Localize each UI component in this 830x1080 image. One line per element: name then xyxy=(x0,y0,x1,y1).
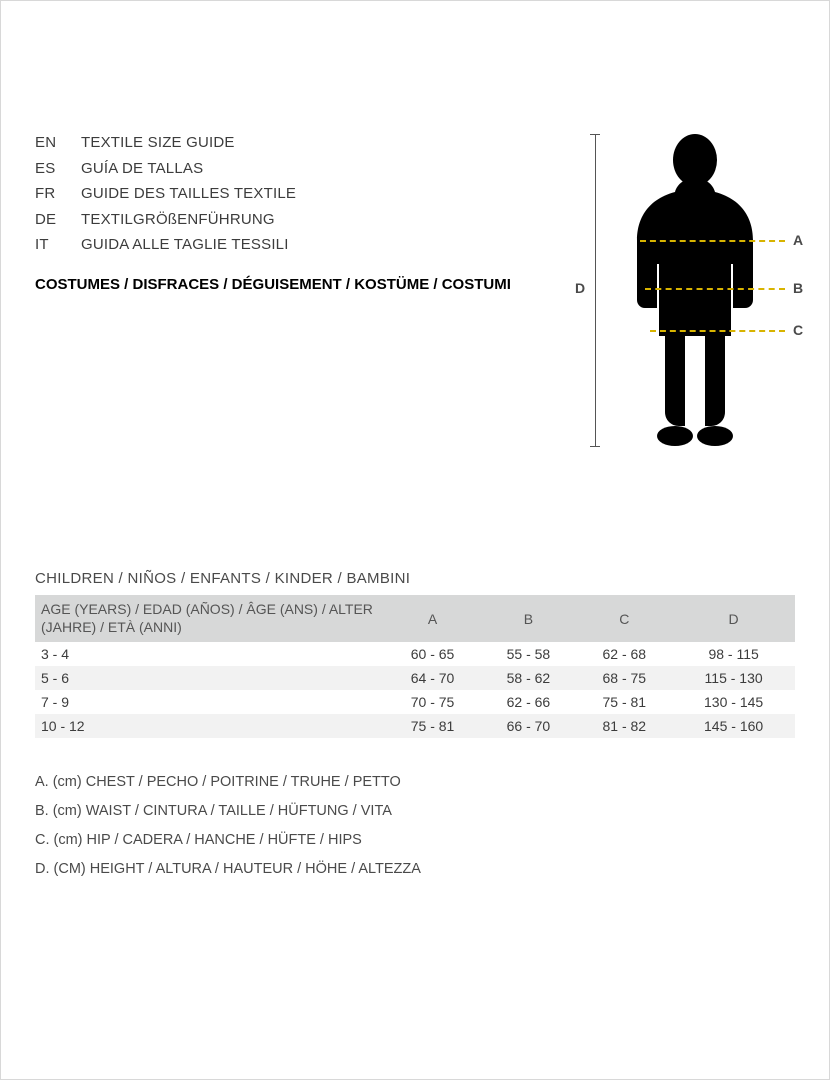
lang-label: TEXTILE SIZE GUIDE xyxy=(81,130,235,156)
lang-label: TEXTILGRÖßENFÜHRUNG xyxy=(81,207,275,233)
lang-row-fr: FR GUIDE DES TAILLES TEXTILE xyxy=(35,181,511,207)
cell-d: 115 - 130 xyxy=(672,666,795,690)
col-b: B xyxy=(480,595,576,642)
lang-row-es: ES GUÍA DE TALLAS xyxy=(35,156,511,182)
cell-b: 66 - 70 xyxy=(480,714,576,738)
size-table: AGE (YEARS) / EDAD (AÑOS) / ÂGE (ANS) / … xyxy=(35,595,795,738)
cell-age: 10 - 12 xyxy=(35,714,385,738)
legend-a: A. (cm) CHEST / PECHO / POITRINE / TRUHE… xyxy=(35,768,795,797)
cell-a: 64 - 70 xyxy=(385,666,481,690)
cell-b: 58 - 62 xyxy=(480,666,576,690)
lang-code: IT xyxy=(35,232,65,258)
measure-line-b xyxy=(645,288,785,290)
cell-c: 81 - 82 xyxy=(576,714,672,738)
legend-c: C. (cm) HIP / CADERA / HANCHE / HÜFTE / … xyxy=(35,826,795,855)
measure-line-a xyxy=(640,240,785,242)
cell-c: 68 - 75 xyxy=(576,666,672,690)
child-silhouette-icon xyxy=(615,130,775,450)
table-row: 5 - 6 64 - 70 58 - 62 68 - 75 115 - 130 xyxy=(35,666,795,690)
lang-code: FR xyxy=(35,181,65,207)
diagram-label-b: B xyxy=(793,280,803,296)
legend-d: D. (CM) HEIGHT / ALTURA / HAUTEUR / HÖHE… xyxy=(35,855,795,884)
diagram-label-a: A xyxy=(793,232,803,248)
height-line xyxy=(595,134,596,446)
legend-b: B. (cm) WAIST / CINTURA / TAILLE / HÜFTU… xyxy=(35,797,795,826)
language-titles: EN TEXTILE SIZE GUIDE ES GUÍA DE TALLAS … xyxy=(35,130,511,293)
cell-b: 55 - 58 xyxy=(480,642,576,666)
measurement-legend: A. (cm) CHEST / PECHO / POITRINE / TRUHE… xyxy=(35,768,795,884)
measurement-diagram: A B C D xyxy=(595,130,795,450)
cell-a: 75 - 81 xyxy=(385,714,481,738)
cell-d: 130 - 145 xyxy=(672,690,795,714)
cell-a: 60 - 65 xyxy=(385,642,481,666)
diagram-label-d: D xyxy=(575,280,585,296)
lang-code: EN xyxy=(35,130,65,156)
table-row: 3 - 4 60 - 65 55 - 58 62 - 68 98 - 115 xyxy=(35,642,795,666)
children-section-title: CHILDREN / NIÑOS / ENFANTS / KINDER / BA… xyxy=(35,570,795,587)
lang-code: ES xyxy=(35,156,65,182)
table-row: 7 - 9 70 - 75 62 - 66 75 - 81 130 - 145 xyxy=(35,690,795,714)
lang-row-it: IT GUIDA ALLE TAGLIE TESSILI xyxy=(35,232,511,258)
col-a: A xyxy=(385,595,481,642)
cell-age: 3 - 4 xyxy=(35,642,385,666)
lang-code: DE xyxy=(35,207,65,233)
lang-row-en: EN TEXTILE SIZE GUIDE xyxy=(35,130,511,156)
lang-label: GUIDA ALLE TAGLIE TESSILI xyxy=(81,232,289,258)
header-section: EN TEXTILE SIZE GUIDE ES GUÍA DE TALLAS … xyxy=(35,130,795,450)
diagram-label-c: C xyxy=(793,322,803,338)
cell-a: 70 - 75 xyxy=(385,690,481,714)
cell-d: 145 - 160 xyxy=(672,714,795,738)
height-cap-bottom xyxy=(590,446,600,447)
table-row: 10 - 12 75 - 81 66 - 70 81 - 82 145 - 16… xyxy=(35,714,795,738)
costumes-heading: COSTUMES / DISFRACES / DÉGUISEMENT / KOS… xyxy=(35,276,511,293)
cell-d: 98 - 115 xyxy=(672,642,795,666)
cell-b: 62 - 66 xyxy=(480,690,576,714)
lang-label: GUIDE DES TAILLES TEXTILE xyxy=(81,181,296,207)
cell-c: 75 - 81 xyxy=(576,690,672,714)
lang-label: GUÍA DE TALLAS xyxy=(81,156,203,182)
table-header-row: AGE (YEARS) / EDAD (AÑOS) / ÂGE (ANS) / … xyxy=(35,595,795,642)
lang-row-de: DE TEXTILGRÖßENFÜHRUNG xyxy=(35,207,511,233)
measure-line-c xyxy=(650,330,785,332)
cell-c: 62 - 68 xyxy=(576,642,672,666)
cell-age: 5 - 6 xyxy=(35,666,385,690)
col-age: AGE (YEARS) / EDAD (AÑOS) / ÂGE (ANS) / … xyxy=(35,595,385,642)
col-c: C xyxy=(576,595,672,642)
col-d: D xyxy=(672,595,795,642)
cell-age: 7 - 9 xyxy=(35,690,385,714)
height-cap-top xyxy=(590,134,600,135)
